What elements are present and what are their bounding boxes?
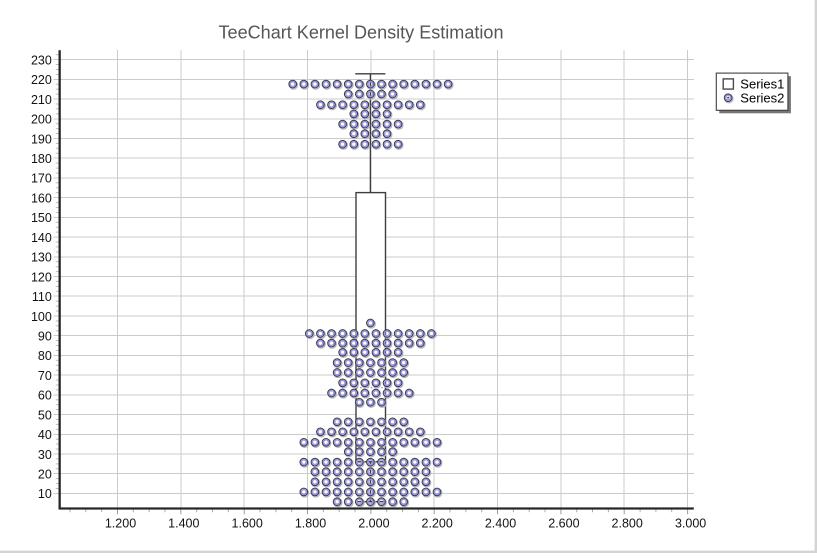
svg-text:160: 160 xyxy=(31,191,52,205)
svg-text:170: 170 xyxy=(31,172,52,186)
svg-text:Series1: Series1 xyxy=(740,77,784,92)
svg-text:220: 220 xyxy=(31,73,52,87)
svg-text:190: 190 xyxy=(31,132,52,146)
svg-text:140: 140 xyxy=(31,231,52,245)
svg-text:3.000: 3.000 xyxy=(675,517,706,531)
svg-text:110: 110 xyxy=(32,290,52,304)
svg-text:1.600: 1.600 xyxy=(232,517,263,531)
svg-text:150: 150 xyxy=(31,211,52,225)
svg-text:100: 100 xyxy=(31,310,52,324)
svg-text:80: 80 xyxy=(38,349,52,363)
svg-text:20: 20 xyxy=(38,468,52,482)
svg-text:50: 50 xyxy=(38,408,52,422)
svg-text:1.800: 1.800 xyxy=(295,517,326,531)
svg-text:130: 130 xyxy=(31,251,52,265)
svg-text:230: 230 xyxy=(31,53,52,67)
svg-text:30: 30 xyxy=(38,448,52,462)
svg-text:180: 180 xyxy=(31,152,52,166)
svg-text:70: 70 xyxy=(38,369,52,383)
svg-text:TeeChart Kernel Density Estima: TeeChart Kernel Density Estimation xyxy=(219,23,504,43)
svg-text:2.000: 2.000 xyxy=(358,517,389,531)
svg-text:120: 120 xyxy=(31,270,52,284)
svg-text:10: 10 xyxy=(38,487,52,501)
svg-text:2.600: 2.600 xyxy=(548,517,579,531)
svg-text:2.400: 2.400 xyxy=(485,517,516,531)
svg-text:60: 60 xyxy=(38,389,52,403)
svg-text:1.200: 1.200 xyxy=(105,517,136,531)
svg-text:1.400: 1.400 xyxy=(168,517,199,531)
svg-text:90: 90 xyxy=(38,330,52,344)
svg-text:Series2: Series2 xyxy=(740,91,784,106)
svg-text:2.800: 2.800 xyxy=(612,517,643,531)
svg-text:2.200: 2.200 xyxy=(422,517,453,531)
svg-text:200: 200 xyxy=(31,113,52,127)
svg-text:40: 40 xyxy=(38,428,52,442)
svg-text:210: 210 xyxy=(31,93,52,107)
